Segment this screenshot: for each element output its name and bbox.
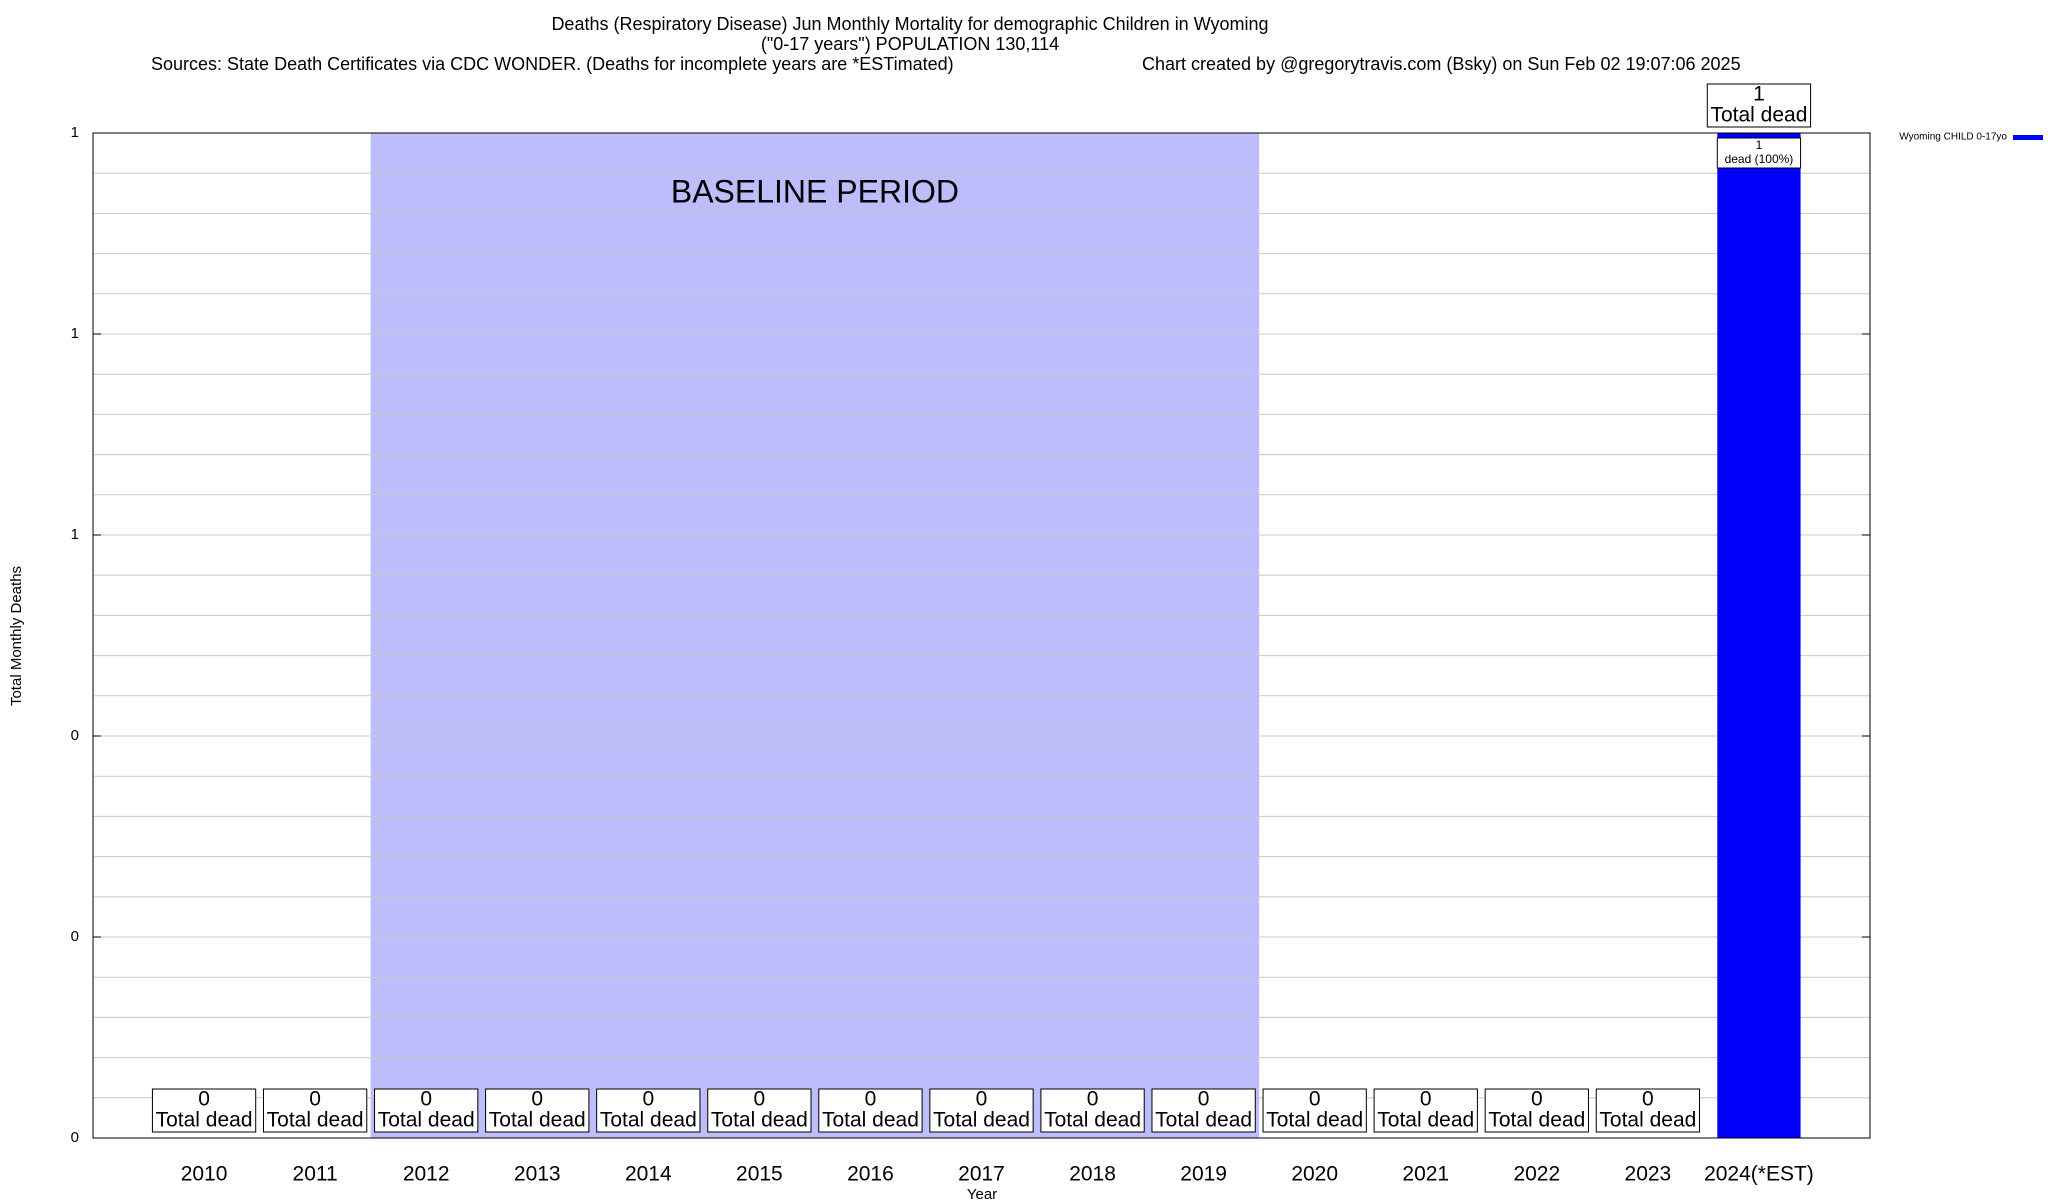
data-label-value: 0 <box>309 1088 321 1111</box>
bar <box>1717 133 1801 1138</box>
y-tick-label: 1 <box>71 325 79 342</box>
data-label-value: 0 <box>1420 1088 1432 1111</box>
data-label-box <box>262 1088 368 1133</box>
y-axis-label: Total Monthly Deaths <box>8 566 25 706</box>
data-label-box <box>596 1088 701 1133</box>
x-tick-label: 2012 <box>403 1163 450 1186</box>
data-label-box <box>1595 1088 1701 1133</box>
data-label-value: 0 <box>865 1088 877 1111</box>
data-label-box <box>151 1088 257 1133</box>
data-label-value: 0 <box>976 1088 988 1111</box>
chart-subtitle: ("0-17 years") POPULATION 130,114 <box>761 34 1059 54</box>
x-tick-label: 2023 <box>1625 1163 1672 1186</box>
x-tick-label: 2018 <box>1069 1163 1116 1186</box>
data-label-value: 0 <box>1531 1088 1543 1111</box>
data-label-text: Total dead <box>267 1109 364 1132</box>
chart-title: Deaths (Respiratory Disease) Jun Monthly… <box>551 14 1268 34</box>
x-tick-label: 2020 <box>1291 1163 1338 1186</box>
y-tick-label: 0 <box>71 928 79 945</box>
y-tick-label: 1 <box>71 526 79 543</box>
data-label-text: Total dead <box>600 1109 697 1132</box>
inner-label-box <box>1716 137 1802 169</box>
x-tick-label: 2016 <box>847 1163 894 1186</box>
x-tick-label: 2022 <box>1513 1163 1560 1186</box>
data-label-box <box>1151 1088 1256 1133</box>
plot-frame <box>92 132 1871 1139</box>
data-label-value: 1 <box>1753 83 1765 106</box>
x-tick-label: 2017 <box>958 1163 1005 1186</box>
data-label-box <box>818 1088 923 1133</box>
x-tick-label: 2015 <box>736 1163 783 1186</box>
x-tick-label: 2024(*EST) <box>1704 1163 1814 1186</box>
data-label-text: Total dead <box>378 1109 475 1132</box>
data-label-box <box>1040 1088 1145 1133</box>
data-label-text: Total dead <box>933 1109 1030 1132</box>
credit: Chart created by @gregorytravis.com (Bsk… <box>1142 54 1741 74</box>
data-label-box <box>374 1088 479 1133</box>
data-label-value: 0 <box>1309 1088 1321 1111</box>
x-tick-label: 2010 <box>181 1163 228 1186</box>
y-tick-label: 0 <box>71 727 79 744</box>
inner-label-value: 1 <box>1756 138 1763 152</box>
x-tick-label: 2014 <box>625 1163 672 1186</box>
data-label-text: Total dead <box>1599 1109 1696 1132</box>
data-label-text: Total dead <box>1266 1109 1363 1132</box>
x-tick-label: 2011 <box>293 1163 338 1186</box>
inner-label-text: dead (100%) <box>1725 152 1794 166</box>
data-label-value: 0 <box>531 1088 543 1111</box>
data-label-box <box>929 1088 1034 1133</box>
data-label-box <box>1706 83 1812 128</box>
data-label-value: 0 <box>642 1088 654 1111</box>
data-label-text: Total dead <box>156 1109 253 1132</box>
data-label-text: Total dead <box>1044 1109 1141 1132</box>
data-label-text: Total dead <box>489 1109 586 1132</box>
data-label-value: 0 <box>1087 1088 1099 1111</box>
data-label-value: 0 <box>754 1088 766 1111</box>
data-label-text: Total dead <box>1155 1109 1252 1132</box>
data-label-value: 0 <box>1198 1088 1210 1111</box>
x-tick-label: 2019 <box>1180 1163 1227 1186</box>
y-tick-label: 1 <box>71 124 79 141</box>
x-axis-label: Year <box>967 1186 997 1200</box>
data-label-box <box>485 1088 590 1133</box>
sources: Sources: State Death Certificates via CD… <box>151 54 954 74</box>
data-label-box <box>1484 1088 1589 1133</box>
data-label-value: 0 <box>1642 1088 1654 1111</box>
data-label-text: Total dead <box>711 1109 808 1132</box>
x-tick-label: 2013 <box>514 1163 561 1186</box>
x-tick-label: 2021 <box>1402 1163 1449 1186</box>
data-label-value: 0 <box>198 1088 210 1111</box>
y-tick-label: 0 <box>71 1129 79 1146</box>
data-label-text: Total dead <box>1377 1109 1474 1132</box>
shaded-region <box>370 133 1260 1138</box>
data-label-value: 0 <box>420 1088 432 1111</box>
data-label-text: Total dead <box>1710 104 1807 127</box>
data-label-box <box>1262 1088 1367 1133</box>
data-label-text: Total dead <box>822 1109 919 1132</box>
data-label-box <box>707 1088 812 1133</box>
legend-swatch <box>2013 135 2043 140</box>
data-label-text: Total dead <box>1488 1109 1585 1132</box>
shaded-region-label: BASELINE PERIOD <box>671 173 959 209</box>
legend-label: Wyoming CHILD 0-17yo <box>1899 132 2007 143</box>
data-label-box <box>1373 1088 1478 1133</box>
